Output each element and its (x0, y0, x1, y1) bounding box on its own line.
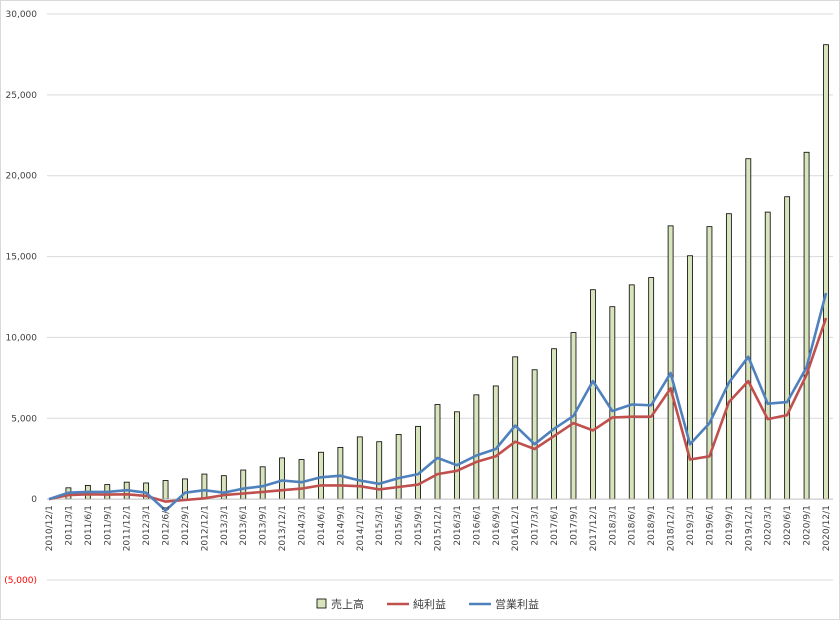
x-tick-label: 2013/9/1 (259, 505, 269, 545)
bar (318, 451, 324, 500)
bar (259, 466, 266, 500)
y-tick-label: 15,000 (6, 253, 38, 263)
x-tick-label: 2011/6/1 (84, 505, 94, 545)
legend-label: 売上高 (331, 597, 364, 611)
x-tick-label: 2015/3/1 (375, 505, 385, 545)
bar (667, 225, 674, 500)
legend-label: 営業利益 (495, 597, 539, 611)
legend-label: 純利益 (413, 597, 446, 611)
y-tick-label: (5,000) (4, 576, 37, 586)
bar (784, 196, 791, 500)
legend-swatch (316, 598, 327, 609)
x-tick-label: 2018/9/1 (647, 505, 657, 545)
legend: 売上高 純利益 営業利益 (316, 597, 539, 611)
bar (725, 213, 732, 500)
bar (492, 385, 499, 500)
x-tick-label: 2013/12/1 (278, 505, 288, 551)
x-tick-label: 2019/12/1 (744, 505, 754, 551)
bar (279, 457, 286, 500)
x-tick-label: 2014/3/1 (298, 505, 308, 545)
series-line (48, 292, 828, 512)
y-tick-label: 25,000 (6, 91, 38, 101)
y-tick-label: 10,000 (6, 333, 38, 343)
x-tick-label: 2013/3/1 (220, 505, 230, 545)
bar (648, 277, 655, 500)
x-tick-label: 2019/9/1 (725, 505, 735, 545)
bar-series (65, 44, 829, 500)
bar (162, 480, 169, 500)
series-line (48, 317, 828, 503)
x-tick-label: 2018/6/1 (628, 505, 638, 545)
x-axis-tick-labels: 2010/12/1 2011/3/1 2011/6/1 2011/9/1 2011/12… (45, 505, 832, 551)
bar (590, 289, 596, 500)
x-tick-label: 2018/12/1 (667, 505, 677, 551)
x-tick-label: 2011/3/1 (64, 505, 74, 545)
x-tick-label: 2014/6/1 (317, 505, 327, 545)
y-tick-label: 20,000 (6, 172, 38, 182)
x-tick-label: 2016/3/1 (453, 505, 463, 545)
bar (434, 404, 441, 500)
bar (337, 446, 344, 500)
line-series (48, 292, 828, 512)
bar (454, 411, 460, 500)
bar (687, 255, 693, 500)
x-tick-label: 2015/6/1 (395, 505, 405, 545)
bar (609, 306, 616, 500)
bar (298, 459, 305, 500)
x-tick-label: 2020/9/1 (803, 505, 813, 545)
bar (395, 434, 402, 500)
bar (706, 226, 713, 500)
x-tick-label: 2011/9/1 (103, 505, 113, 545)
bar (356, 436, 363, 500)
x-tick-label: 2012/6/1 (162, 505, 172, 545)
x-tick-label: 2015/9/1 (414, 505, 424, 545)
bar (531, 369, 538, 500)
gridlines (47, 13, 833, 581)
x-tick-label: 2017/12/1 (589, 505, 599, 551)
bar (473, 394, 480, 500)
x-tick-label: 2014/9/1 (336, 505, 346, 545)
y-axis-tick-labels: (5,000) 0 5,000 10,000 15,000 20,000 25,000 30,… (4, 10, 37, 586)
x-tick-label: 2011/12/1 (123, 505, 133, 551)
x-tick-label: 2017/9/1 (569, 505, 579, 545)
y-tick-label: 30,000 (6, 10, 38, 20)
x-tick-label: 2017/3/1 (531, 505, 541, 545)
x-tick-label: 2018/3/1 (608, 505, 618, 545)
x-tick-label: 2019/6/1 (705, 505, 715, 545)
x-tick-label: 2016/12/1 (511, 505, 521, 551)
x-tick-label: 2013/6/1 (239, 505, 249, 545)
bar (628, 284, 635, 500)
bar (182, 478, 188, 500)
y-tick-label: 5,000 (11, 414, 37, 424)
x-tick-label: 2019/3/1 (686, 505, 696, 545)
x-tick-label: 2020/3/1 (764, 505, 774, 545)
bar (803, 151, 810, 500)
x-tick-label: 2010/12/1 (45, 505, 55, 551)
bar (551, 348, 557, 500)
bar (823, 44, 829, 500)
x-tick-label: 2015/12/1 (434, 505, 444, 551)
x-tick-label: 2017/6/1 (550, 505, 560, 545)
bar (201, 473, 208, 500)
x-tick-label: 2014/12/1 (356, 505, 366, 551)
x-tick-label: 2016/9/1 (492, 505, 502, 545)
x-tick-label: 2020/12/1 (822, 505, 832, 551)
x-tick-label: 2020/6/1 (783, 505, 793, 545)
x-tick-label: 2012/3/1 (142, 505, 152, 545)
bar (764, 211, 771, 500)
x-tick-label: 2012/12/1 (200, 505, 210, 551)
y-tick-label: 0 (31, 495, 37, 505)
x-tick-label: 2016/6/1 (472, 505, 482, 545)
bar (415, 425, 421, 500)
bar (745, 158, 752, 500)
x-tick-label: 2012/9/1 (181, 505, 191, 545)
